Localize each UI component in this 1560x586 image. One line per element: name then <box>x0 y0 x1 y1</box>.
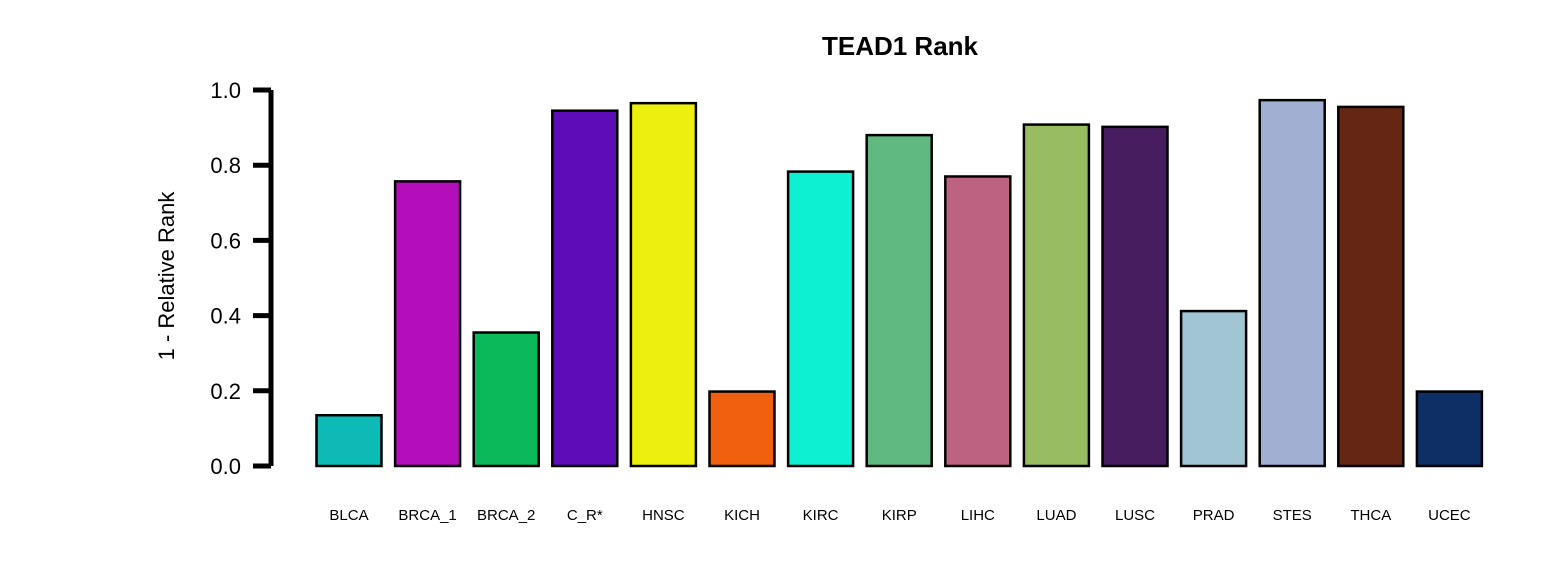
x-tick-label: BRCA_1 <box>398 507 456 524</box>
x-tick-label: BRCA_2 <box>477 507 535 524</box>
y-tick-label: 0.8 <box>210 153 241 178</box>
bar-brca-2 <box>472 331 540 468</box>
x-tick-label: STES <box>1273 507 1312 524</box>
x-tick-label: KICH <box>724 507 760 524</box>
y-tick-label: 0.2 <box>210 379 241 404</box>
bar-kirp <box>865 133 933 468</box>
x-tick-label: LUSC <box>1115 507 1155 524</box>
y-axis-label: 1 - Relative Rank <box>154 191 179 361</box>
y-axis-ticks: 0.0 0.2 0.4 0.6 0.8 1.0 <box>210 78 271 479</box>
x-tick-label: BLCA <box>329 507 368 524</box>
x-tick-label: LIHC <box>961 507 995 524</box>
bar-lihc <box>944 175 1012 468</box>
bar-luad <box>1022 123 1091 468</box>
y-tick-label: 1.0 <box>210 78 241 103</box>
x-tick-label: KIRC <box>803 507 839 524</box>
bar-thca <box>1337 105 1405 468</box>
bar-kich <box>708 390 776 468</box>
bar-hnsc <box>629 101 698 468</box>
bar-blca <box>315 413 383 468</box>
bar-prad <box>1179 309 1248 468</box>
x-tick-label: THCA <box>1350 507 1391 524</box>
x-tick-label: C_R* <box>567 507 603 524</box>
bar-lusc <box>1101 125 1169 468</box>
x-tick-label: PRAD <box>1193 507 1235 524</box>
bar-brca-1 <box>393 180 462 468</box>
bar-kirc <box>786 170 855 468</box>
bar-stes <box>1258 98 1326 468</box>
bar-c-r <box>551 109 619 468</box>
bars-group <box>315 98 1484 468</box>
chart-title: TEAD1 Rank <box>822 31 979 61</box>
y-tick-label: 0.6 <box>210 228 241 253</box>
bar-ucec <box>1415 390 1484 468</box>
x-tick-label: UCEC <box>1428 507 1471 524</box>
y-tick-label: 0.4 <box>210 304 241 329</box>
x-tick-label: HNSC <box>642 507 685 524</box>
x-axis-labels: BLCA BRCA_1 BRCA_2 C_R* HNSC KICH KIRC KIRP LIHC… <box>329 507 1470 524</box>
x-tick-label: KIRP <box>882 507 917 524</box>
x-tick-label: LUAD <box>1036 507 1076 524</box>
y-tick-label: 0.0 <box>210 454 241 479</box>
